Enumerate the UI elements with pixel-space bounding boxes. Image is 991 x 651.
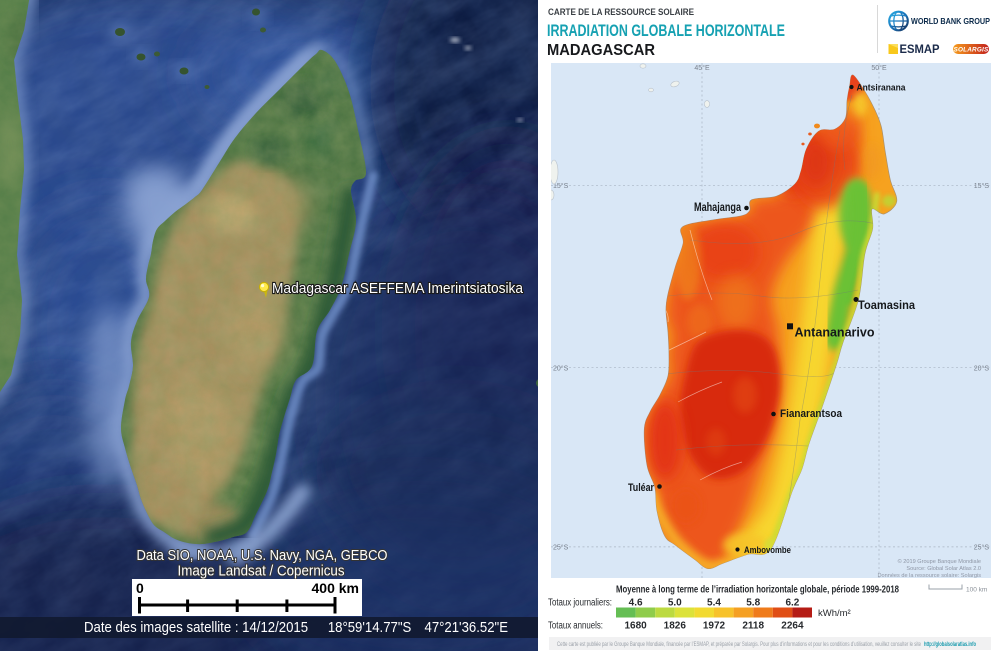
svg-text:Data SIO, NOAA, U.S. Navy, NGA: Data SIO, NOAA, U.S. Navy, NGA, GEBCO <box>137 548 388 564</box>
svg-text:WORLD BANK GROUP: WORLD BANK GROUP <box>911 16 990 26</box>
svg-text:25°S: 25°S <box>553 544 569 552</box>
svg-text:Toamasina: Toamasina <box>858 298 915 312</box>
svg-text:Cette carte est publiée par le: Cette carte est publiée par le Groupe Ba… <box>557 641 921 648</box>
svg-text:Source: Global Solar Atlas 2.0: Source: Global Solar Atlas 2.0 <box>906 566 981 572</box>
svg-text:Date des images satellite : 14: Date des images satellite : 14/12/2015 1… <box>84 620 508 636</box>
svg-text:50°E: 50°E <box>871 64 887 72</box>
svg-text:Fianarantsoa: Fianarantsoa <box>780 408 843 420</box>
svg-text:15°S: 15°S <box>974 182 990 190</box>
svg-text:Antsiranana: Antsiranana <box>857 83 907 94</box>
svg-text:Mahajanga: Mahajanga <box>694 202 741 214</box>
svg-text:100 km: 100 km <box>966 587 987 594</box>
svg-text:ESMAP: ESMAP <box>900 44 940 55</box>
svg-text:5.0: 5.0 <box>668 598 682 609</box>
svg-text:1972: 1972 <box>703 621 726 632</box>
svg-text:Image Landsat / Copernicus: Image Landsat / Copernicus <box>178 564 345 580</box>
svg-text:0: 0 <box>136 580 144 596</box>
svg-text:Ambovombe: Ambovombe <box>744 545 791 556</box>
svg-text:45°E: 45°E <box>694 64 710 72</box>
svg-text:SOLARGIS: SOLARGIS <box>954 47 989 54</box>
svg-text:Tuléar: Tuléar <box>628 482 655 494</box>
svg-text:2264: 2264 <box>781 621 804 632</box>
svg-text:© 2019 Groupe Banque Mondiale: © 2019 Groupe Banque Mondiale <box>898 558 981 565</box>
svg-text:2118: 2118 <box>742 621 764 632</box>
svg-text:http://globalsolaratlas.info: http://globalsolaratlas.info <box>924 641 976 648</box>
svg-text:25°S: 25°S <box>974 544 990 552</box>
svg-text:CARTE DE LA RESSOURCE SOLAIRE: CARTE DE LA RESSOURCE SOLAIRE <box>548 7 694 18</box>
svg-text:Antananarivo: Antananarivo <box>795 325 875 340</box>
svg-text:Moyenne à long terme de l’irra: Moyenne à long terme de l’irradiation ho… <box>616 584 899 596</box>
svg-text:6.2: 6.2 <box>785 598 799 609</box>
svg-text:400 km: 400 km <box>312 580 359 596</box>
svg-text:4.6: 4.6 <box>629 598 643 609</box>
svg-text:1826: 1826 <box>664 621 687 632</box>
svg-text:Madagascar ASEFFEMA Imerintsia: Madagascar ASEFFEMA Imerintsiatosika <box>272 281 524 297</box>
svg-text:Données de la ressource solair: Données de la ressource solaire: Solargi… <box>877 573 981 578</box>
svg-text:MADAGASCAR: MADAGASCAR <box>547 42 655 59</box>
svg-text:5.4: 5.4 <box>707 598 721 609</box>
svg-text:1680: 1680 <box>624 621 647 632</box>
svg-text:20°S: 20°S <box>553 365 569 373</box>
svg-text:5.8: 5.8 <box>746 598 760 609</box>
svg-text:20°S: 20°S <box>974 365 990 373</box>
svg-text:IRRADIATION GLOBALE HORIZONTAL: IRRADIATION GLOBALE HORIZONTALE <box>547 22 785 40</box>
svg-text:Totaux annuels:: Totaux annuels: <box>548 621 603 632</box>
svg-text:Totaux journaliers:: Totaux journaliers: <box>548 598 612 609</box>
svg-text:15°S: 15°S <box>553 182 569 190</box>
svg-text:kWh/m²: kWh/m² <box>818 608 851 619</box>
